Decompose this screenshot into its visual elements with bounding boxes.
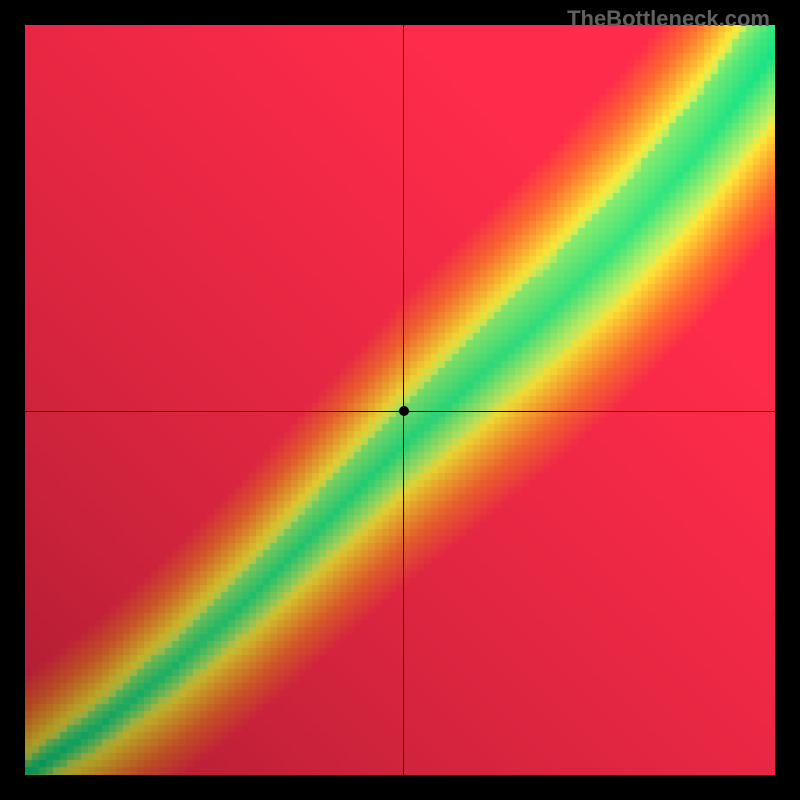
selection-marker xyxy=(399,406,409,416)
crosshair-vertical xyxy=(403,25,404,775)
heatmap-canvas xyxy=(25,25,775,775)
watermark-text: TheBottleneck.com xyxy=(567,6,770,32)
heatmap-plot xyxy=(25,25,775,775)
